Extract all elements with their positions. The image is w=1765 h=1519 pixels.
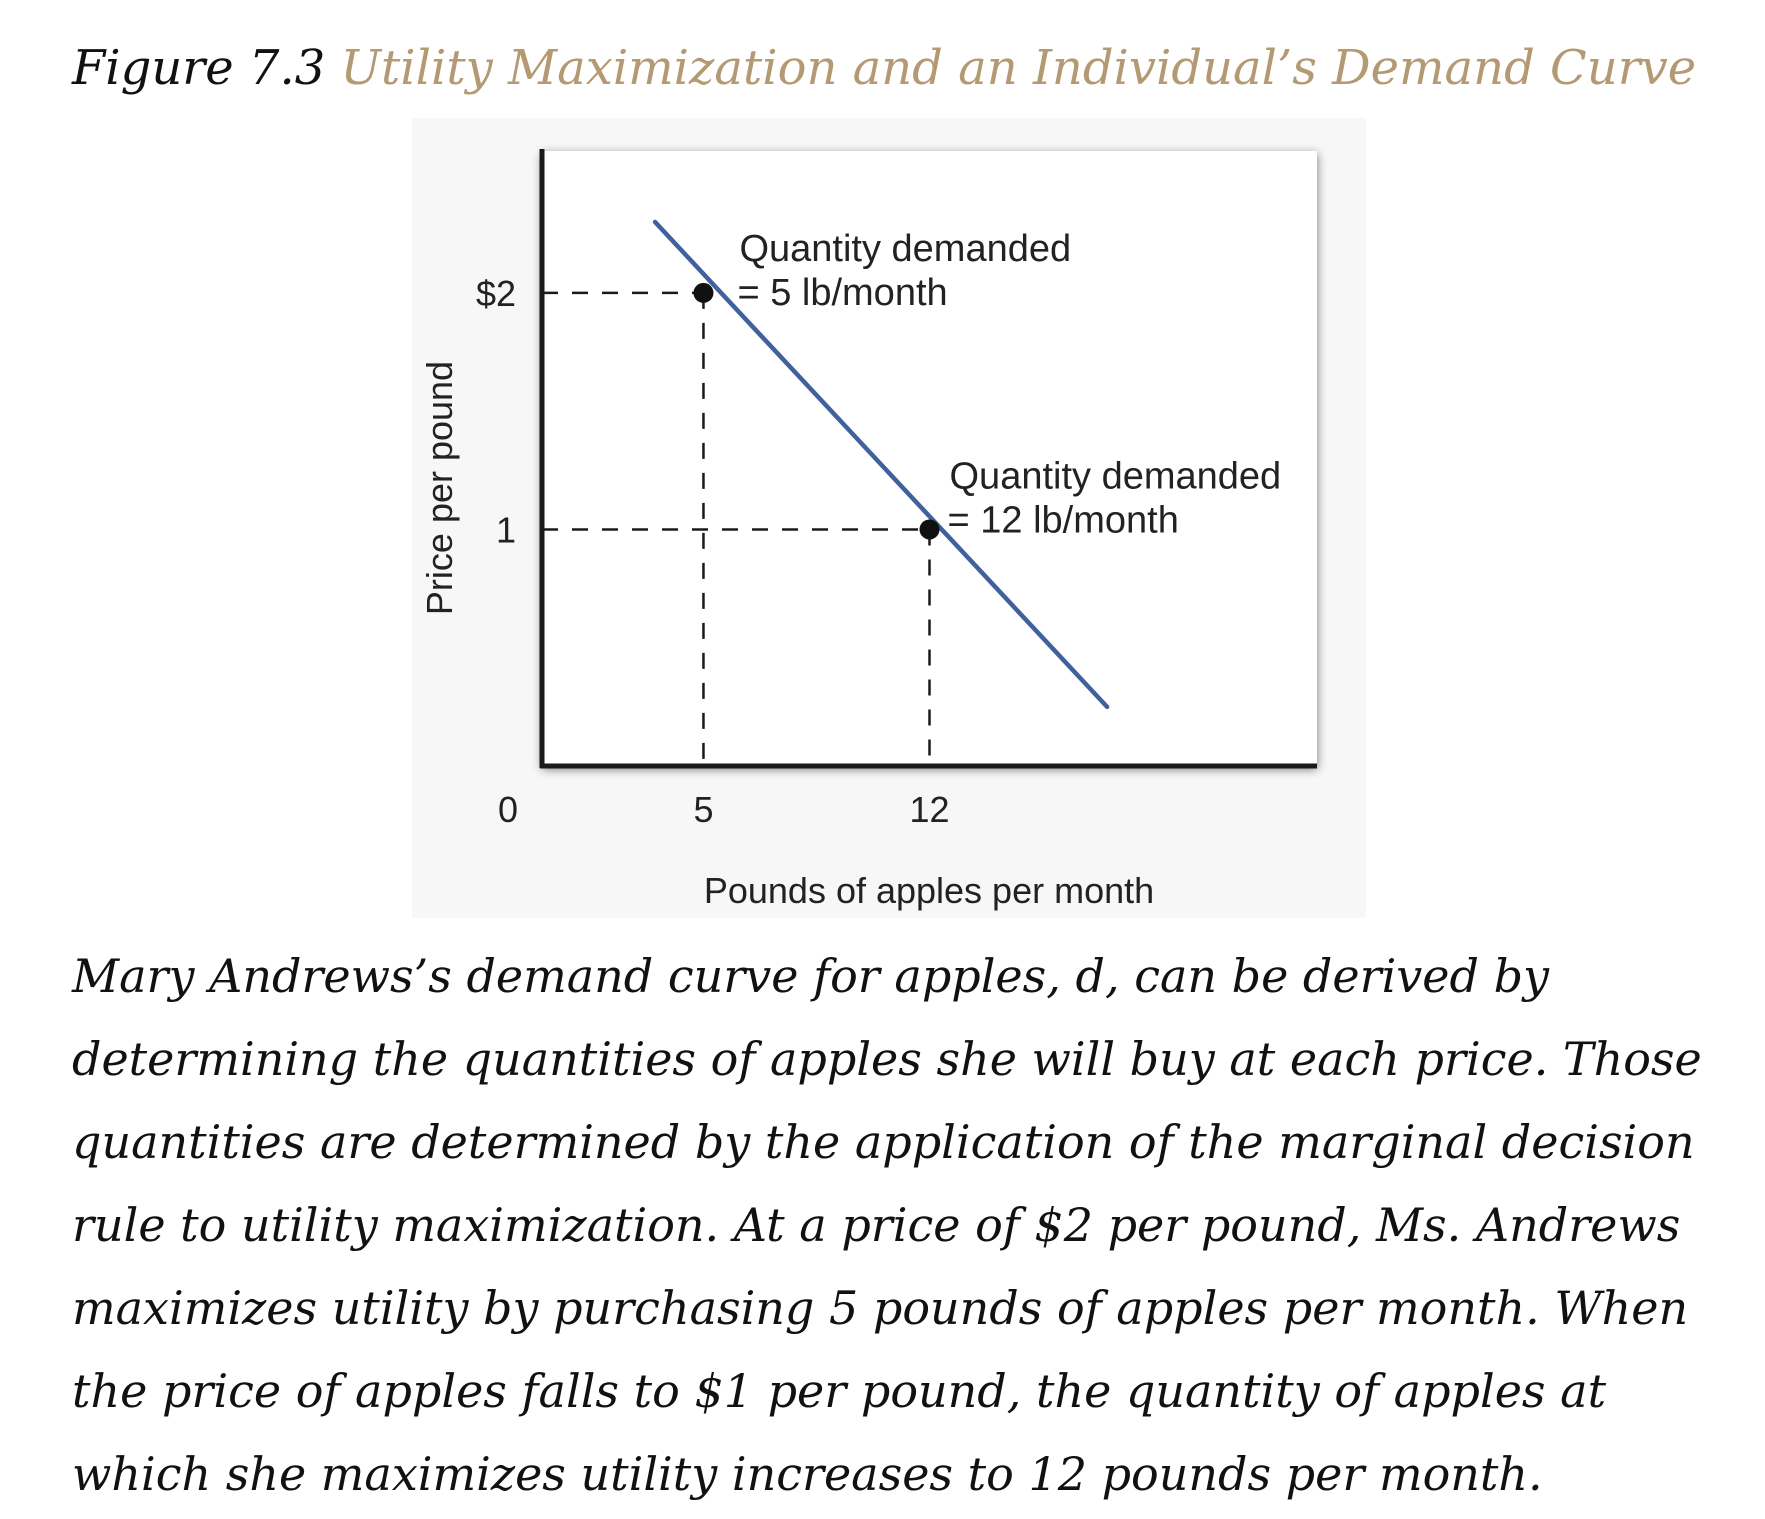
x-tick-label-5: 5 (693, 789, 713, 830)
x-tick-label-0: 0 (498, 789, 518, 830)
y-axis-label: Price per pound (419, 361, 460, 615)
y-tick-label-1: 1 (496, 509, 516, 550)
annotation-1-line1: Quantity demanded (739, 228, 1071, 270)
annotation-1-line2: = 5 lb/month (737, 272, 947, 314)
annotation-2-line1: Quantity demanded (950, 455, 1282, 497)
demand-curve (652, 219, 1110, 710)
annotation-2-line2: = 12 lb/month (948, 499, 1179, 541)
figure-title: Utility Maximization and an Individual’s… (340, 40, 1697, 96)
y-tick-label-2: $2 (476, 273, 516, 314)
data-point-2 (919, 519, 940, 540)
figure-heading: Figure 7.3 Utility Maximization and an I… (72, 40, 1696, 98)
guide-lines (542, 291, 931, 766)
figure-number: Figure 7.3 (72, 40, 326, 96)
demand-chart: $2 1 0 5 12 Quantity demanded = 5 lb/mon… (419, 149, 1317, 911)
figure-caption: Mary Andrews’s demand curve for apples, … (72, 949, 1702, 1501)
x-axis-label: Pounds of apples per month (704, 870, 1154, 911)
x-tick-label-12: 12 (909, 789, 949, 830)
chart-panel: $2 1 0 5 12 Quantity demanded = 5 lb/mon… (412, 118, 1366, 918)
data-point-1 (693, 282, 714, 303)
